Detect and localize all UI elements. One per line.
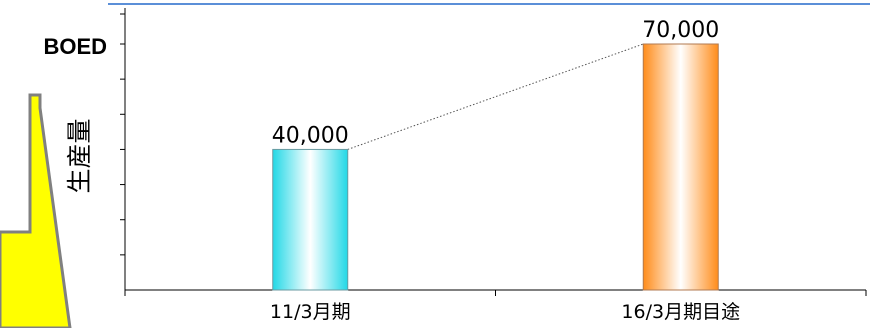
y-ticks	[120, 13, 125, 256]
bar-0	[272, 148, 349, 291]
y-axis-title: 生産量	[65, 118, 94, 193]
x-labels: 11/3月期 16/3月期目途	[270, 301, 740, 323]
value-labels: 40,000 70,000	[272, 18, 719, 148]
value-label-1: 70,000	[642, 18, 719, 43]
connector-line	[347, 43, 644, 150]
bar-1	[642, 43, 719, 291]
x-tick-label-1: 16/3月期目途	[621, 301, 740, 323]
callout-shape	[0, 93, 72, 328]
unit-label: BOED	[43, 34, 107, 59]
x-ticks	[124, 290, 867, 296]
bars	[272, 43, 719, 291]
value-label-0: 40,000	[272, 123, 349, 148]
x-tick-label-0: 11/3月期	[270, 301, 351, 323]
